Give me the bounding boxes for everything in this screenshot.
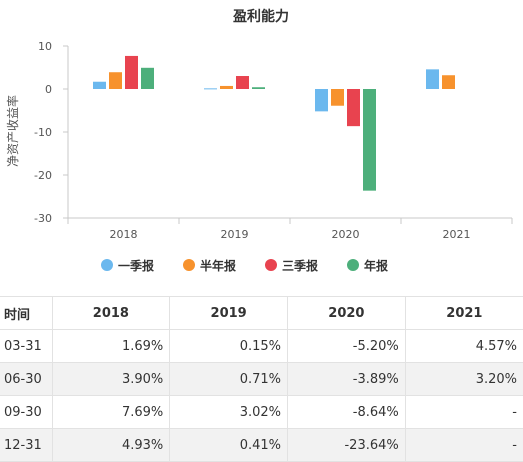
legend-marker <box>101 259 113 271</box>
x-tick-label: 2018 <box>110 228 138 241</box>
bar-2019-0 <box>204 88 217 90</box>
bar-2018-1 <box>109 72 122 89</box>
bar-2021-1 <box>442 75 455 89</box>
table-header-row: 时间 2018 2019 2020 2021 <box>0 296 523 330</box>
table-cell: -8.64% <box>287 395 406 429</box>
x-tick-label: 2020 <box>332 228 360 241</box>
y-tick-label: -30 <box>34 212 52 225</box>
table-cell: 4.57% <box>405 329 523 363</box>
header-cell-2019: 2019 <box>169 296 288 330</box>
header-cell-2021: 2021 <box>405 296 523 330</box>
table-cell: 4.93% <box>52 428 171 462</box>
row-date-cell: 03-31 <box>0 329 53 363</box>
table-cell: -23.64% <box>287 428 406 462</box>
bar-2019-1 <box>220 85 233 89</box>
y-tick-label: 10 <box>38 40 52 53</box>
bar-2020-1 <box>331 89 344 106</box>
table-cell: 0.41% <box>169 428 288 462</box>
table-cell: 3.90% <box>52 362 171 396</box>
table-cell: -3.89% <box>287 362 406 396</box>
bar-2020-0 <box>315 89 328 112</box>
table-cell: -5.20% <box>287 329 406 363</box>
header-cell-2020: 2020 <box>287 296 406 330</box>
table-cell: 3.20% <box>405 362 523 396</box>
bar-2021-0 <box>426 69 439 89</box>
bar-2020-3 <box>363 89 376 191</box>
legend-label: 一季报 <box>118 258 154 273</box>
bar-2019-2 <box>236 76 249 89</box>
bar-2018-3 <box>141 67 154 89</box>
bar-2020-2 <box>347 89 360 127</box>
profitability-chart: 盈利能力 净资产收益率 10 0 -10 -20 -30 2018 2019 2020 202… <box>5 8 513 273</box>
table-cell: 0.71% <box>169 362 288 396</box>
legend-marker <box>265 259 277 271</box>
bar-2018-0 <box>93 81 106 89</box>
table-cell: 1.69% <box>52 329 171 363</box>
x-tick-label: 2019 <box>221 228 249 241</box>
table-cell: 7.69% <box>52 395 171 429</box>
header-cell-time: 时间 <box>0 296 53 330</box>
header-cell-2018: 2018 <box>52 296 171 330</box>
table-row: 12-31 4.93% 0.41% -23.64% - <box>0 428 523 462</box>
x-tick-label: 2021 <box>443 228 471 241</box>
table-cell: 3.02% <box>169 395 288 429</box>
legend-label: 三季报 <box>282 258 318 273</box>
table-row: 03-31 1.69% 0.15% -5.20% 4.57% <box>0 329 523 363</box>
legend-item[interactable]: 半年报 <box>183 258 236 273</box>
y-tick-label: 0 <box>45 83 52 96</box>
legend-item[interactable]: 一季报 <box>101 258 154 273</box>
legend-item[interactable]: 年报 <box>347 258 388 273</box>
data-table: 时间 2018 2019 2020 2021 03-31 1.69% 0.15%… <box>0 296 523 462</box>
table-cell: 0.15% <box>169 329 288 363</box>
legend-marker <box>183 259 195 271</box>
table-row: 09-30 7.69% 3.02% -8.64% - <box>0 395 523 429</box>
legend-label: 年报 <box>364 258 388 273</box>
legend-label: 半年报 <box>200 258 236 273</box>
legend-marker <box>347 259 359 271</box>
table-cell: - <box>405 395 523 429</box>
y-tick-label: -10 <box>34 126 52 139</box>
row-date-cell: 06-30 <box>0 362 53 396</box>
bar-2018-2 <box>125 55 138 89</box>
row-date-cell: 09-30 <box>0 395 53 429</box>
chart-title: 盈利能力 <box>232 8 289 25</box>
table-row: 06-30 3.90% 0.71% -3.89% 3.20% <box>0 362 523 396</box>
legend-item[interactable]: 三季报 <box>265 258 318 273</box>
bar-2019-3 <box>252 87 265 89</box>
row-date-cell: 12-31 <box>0 428 53 462</box>
table-cell: - <box>405 428 523 462</box>
y-tick-label: -20 <box>34 169 52 182</box>
y-axis-label: 净资产收益率 <box>5 95 20 167</box>
